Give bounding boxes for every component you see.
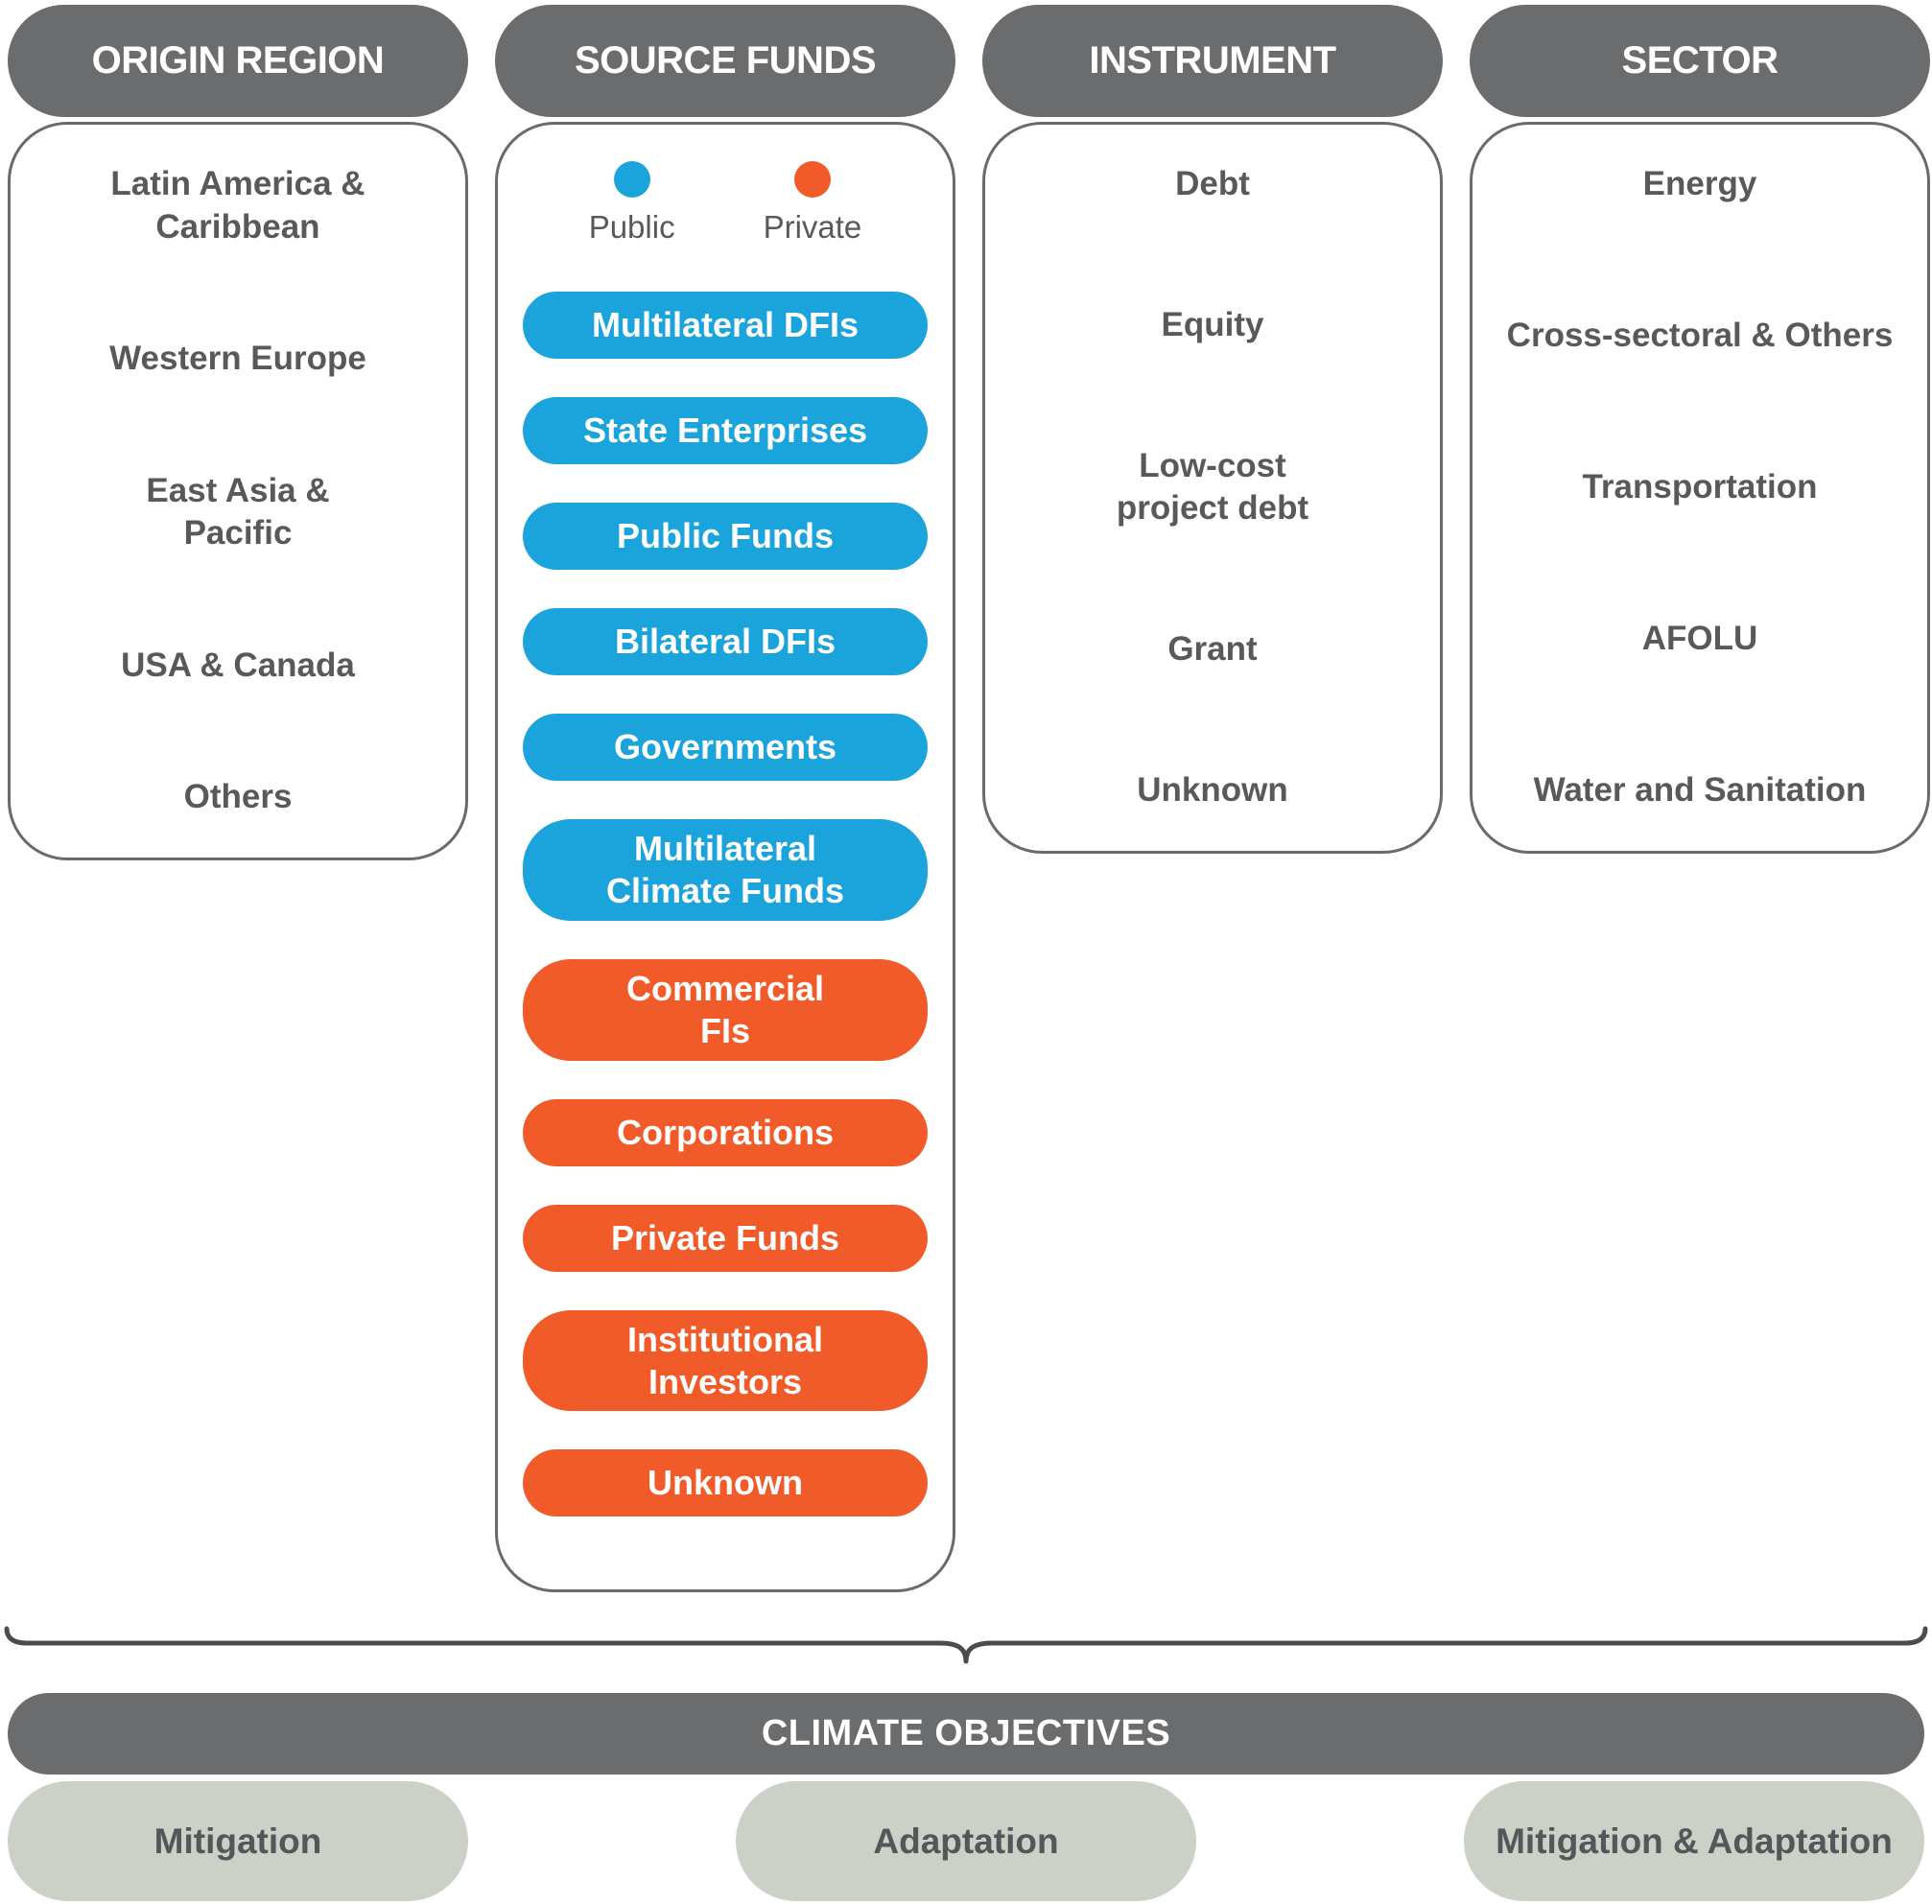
- source-pill-bilateral-dfis: Bilateral DFIs: [523, 608, 928, 675]
- brace-icon: [4, 1626, 1928, 1664]
- objective-pill-mitigation-adaptation: Mitigation & Adaptation: [1464, 1781, 1924, 1901]
- sector-item-cross-sectoral-others: Cross-sectoral & Others: [1506, 317, 1894, 355]
- sector-header: SECTOR: [1470, 5, 1930, 117]
- origin-region-header: ORIGIN REGION: [8, 5, 468, 117]
- column-origin-region: ORIGIN REGION Latin America & Caribbean …: [8, 5, 468, 860]
- source-pill-public-funds: Public Funds: [523, 503, 928, 570]
- column-instrument: INSTRUMENT Debt Equity Low-cost project …: [982, 5, 1443, 854]
- origin-region-item-usa-canada: USA & Canada: [121, 646, 355, 684]
- source-pill-multilateral-dfis: Multilateral DFIs: [523, 292, 928, 359]
- public-dot-icon: [613, 161, 650, 198]
- source-pill-multilateral-climate-funds: Multilateral Climate Funds: [523, 819, 928, 921]
- climate-objectives-row: Mitigation Adaptation Mitigation & Adapt…: [8, 1781, 1924, 1901]
- source-funds-header: SOURCE FUNDS: [495, 5, 955, 117]
- column-sector: SECTOR Energy Cross-sectoral & Others Tr…: [1470, 5, 1930, 854]
- origin-region-box: Latin America & Caribbean Western Europe…: [8, 122, 468, 860]
- instrument-item-low-cost-project-debt: Low-cost project debt: [1116, 446, 1309, 528]
- origin-region-item-east-asia-pacific: East Asia & Pacific: [146, 471, 330, 552]
- origin-region-item-latin-america-caribbean: Latin America & Caribbean: [110, 165, 365, 246]
- instrument-item-debt: Debt: [1175, 165, 1250, 202]
- source-funds-pill-list: Multilateral DFIs State Enterprises Publ…: [523, 292, 928, 1517]
- legend-label-public: Public: [588, 209, 675, 245]
- source-pill-institutional-investors: Institutional Investors: [523, 1309, 928, 1412]
- public-private-legend: Public Private: [523, 161, 928, 246]
- source-pill-state-enterprises: State Enterprises: [523, 397, 928, 464]
- objective-pill-mitigation: Mitigation: [8, 1781, 468, 1901]
- instrument-item-unknown: Unknown: [1137, 771, 1288, 810]
- sector-item-transportation: Transportation: [1582, 468, 1818, 506]
- instrument-box: Debt Equity Low-cost project debt Grant …: [982, 122, 1443, 854]
- instrument-item-equity: Equity: [1161, 305, 1264, 343]
- sector-item-water-and-sanitation: Water and Sanitation: [1533, 771, 1867, 810]
- sector-box: Energy Cross-sectoral & Others Transport…: [1470, 122, 1930, 854]
- instrument-header: INSTRUMENT: [982, 5, 1443, 117]
- source-pill-commercial-fis: Commercial FIs: [523, 958, 928, 1061]
- legend-item-public: Public: [589, 161, 675, 246]
- sector-item-energy: Energy: [1642, 165, 1757, 202]
- legend-label-private: Private: [763, 209, 862, 245]
- sector-item-afolu: AFOLU: [1641, 620, 1758, 658]
- objective-pill-adaptation: Adaptation: [736, 1781, 1196, 1901]
- source-funds-box: Public Private Multilateral DFIs State E…: [495, 122, 955, 1592]
- instrument-item-grant: Grant: [1167, 630, 1258, 669]
- source-pill-governments: Governments: [523, 714, 928, 781]
- private-dot-icon: [793, 161, 831, 198]
- origin-region-item-western-europe: Western Europe: [109, 340, 366, 378]
- climate-objectives-bar: CLIMATE OBJECTIVES: [8, 1693, 1924, 1775]
- source-pill-corporations: Corporations: [523, 1098, 928, 1166]
- column-source-funds: SOURCE FUNDS Public Private Multilateral…: [495, 5, 955, 1592]
- source-pill-unknown: Unknown: [523, 1449, 928, 1517]
- legend-item-private: Private: [763, 161, 862, 246]
- origin-region-item-others: Others: [183, 778, 293, 816]
- source-pill-private-funds: Private Funds: [523, 1204, 928, 1272]
